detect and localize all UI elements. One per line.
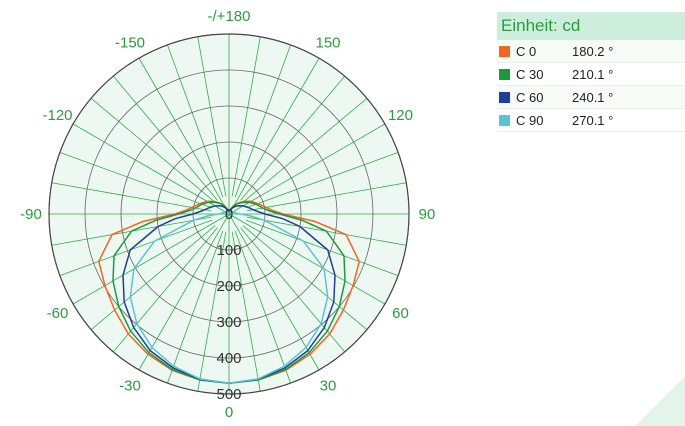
- polar-spoke: [197, 231, 227, 392]
- polar-spoke: [90, 225, 216, 331]
- polar-spoke: [219, 213, 230, 230]
- legend-entry: C 60 240.1 °: [497, 86, 685, 109]
- polar-spoke: [138, 57, 221, 199]
- polar-spoke: [51, 182, 212, 212]
- legend-rows: C 0 180.2 ° C 30 210.1 ° C 60 240.1 ° C 90 270.…: [497, 40, 685, 132]
- polar-spoke: [237, 57, 320, 199]
- radial-tick-label: 200: [216, 278, 241, 295]
- series-curve: [129, 211, 329, 384]
- polar-ring: [120, 105, 338, 323]
- polar-spoke: [72, 123, 214, 206]
- polar-spoke: [228, 213, 239, 230]
- angle-label: -/+180: [208, 8, 251, 25]
- polar-series: [98, 200, 360, 384]
- polar-spoke: [72, 222, 214, 305]
- angle-label: -90: [20, 206, 42, 223]
- radial-tick-label: 100: [216, 242, 241, 259]
- polar-spoke: [138, 229, 221, 371]
- radial-tick-label: 500: [216, 386, 241, 403]
- polar-spoke: [231, 231, 261, 392]
- polar-spoke: [240, 75, 346, 201]
- polar-spoke: [90, 97, 216, 203]
- legend-angle: 270.1 °: [572, 112, 614, 128]
- polar-spoke: [242, 225, 368, 331]
- polar-spoke: [167, 44, 224, 198]
- angle-label: -60: [47, 305, 69, 322]
- angle-label: 60: [392, 305, 409, 322]
- angle-label: 90: [419, 206, 436, 223]
- polar-spoke: [167, 230, 224, 384]
- polar-spoke: [213, 213, 230, 224]
- polar-spoke: [245, 152, 399, 209]
- legend-angle: 180.2 °: [572, 43, 614, 59]
- legend-header: Einheit: cd: [497, 12, 685, 40]
- polar-spoke: [246, 182, 407, 212]
- polar-spoke: [244, 123, 386, 206]
- angle-label: 120: [388, 107, 413, 124]
- legend: Einheit: cd C 0 180.2 ° C 30 210.1 ° C 60 240…: [497, 12, 685, 132]
- polar-spoke: [228, 213, 245, 224]
- polar-spoke: [234, 44, 291, 198]
- polar-spoke: [59, 219, 213, 276]
- angle-label: 150: [315, 35, 340, 52]
- legend-series-name: C 0: [516, 43, 537, 59]
- legend-swatch: [499, 114, 510, 126]
- polar-spoke: [112, 75, 218, 201]
- radial-tick-label: 0: [225, 206, 233, 223]
- polar-spoke: [234, 230, 291, 384]
- polar-outer-ring: [48, 33, 410, 395]
- polar-ring: [156, 141, 302, 287]
- angle-label: 30: [320, 377, 337, 394]
- angle-label: -30: [119, 377, 141, 394]
- polar-spoke: [197, 36, 227, 197]
- polar-spoke: [237, 229, 320, 371]
- polar-spoke: [244, 222, 386, 305]
- legend-angle: 240.1 °: [572, 89, 614, 105]
- legend-swatch: [499, 45, 510, 57]
- legend-swatch: [499, 91, 510, 103]
- polar-spoke: [231, 36, 261, 197]
- radial-tick-label: 300: [216, 314, 241, 331]
- angle-label: -150: [115, 35, 145, 52]
- legend-entry: C 0 180.2 °: [497, 40, 685, 63]
- legend-series-name: C 90: [516, 112, 544, 128]
- angle-label: 0: [225, 404, 233, 421]
- legend-swatch: [499, 68, 510, 80]
- legend-series-name: C 60: [516, 89, 544, 105]
- legend-angle: 210.1 °: [572, 66, 614, 82]
- legend-series-name: C 30: [516, 66, 544, 82]
- legend-entry: C 90 270.1 °: [497, 109, 685, 132]
- corner-decoration: [635, 376, 685, 426]
- legend-entry: C 30 210.1 °: [497, 63, 685, 86]
- polar-spoke: [242, 97, 368, 203]
- radial-tick-label: 400: [216, 350, 241, 367]
- polar-ring: [84, 69, 374, 359]
- polar-spoke: [245, 219, 399, 276]
- polar-spoke: [59, 152, 213, 209]
- angle-label: -120: [43, 107, 73, 124]
